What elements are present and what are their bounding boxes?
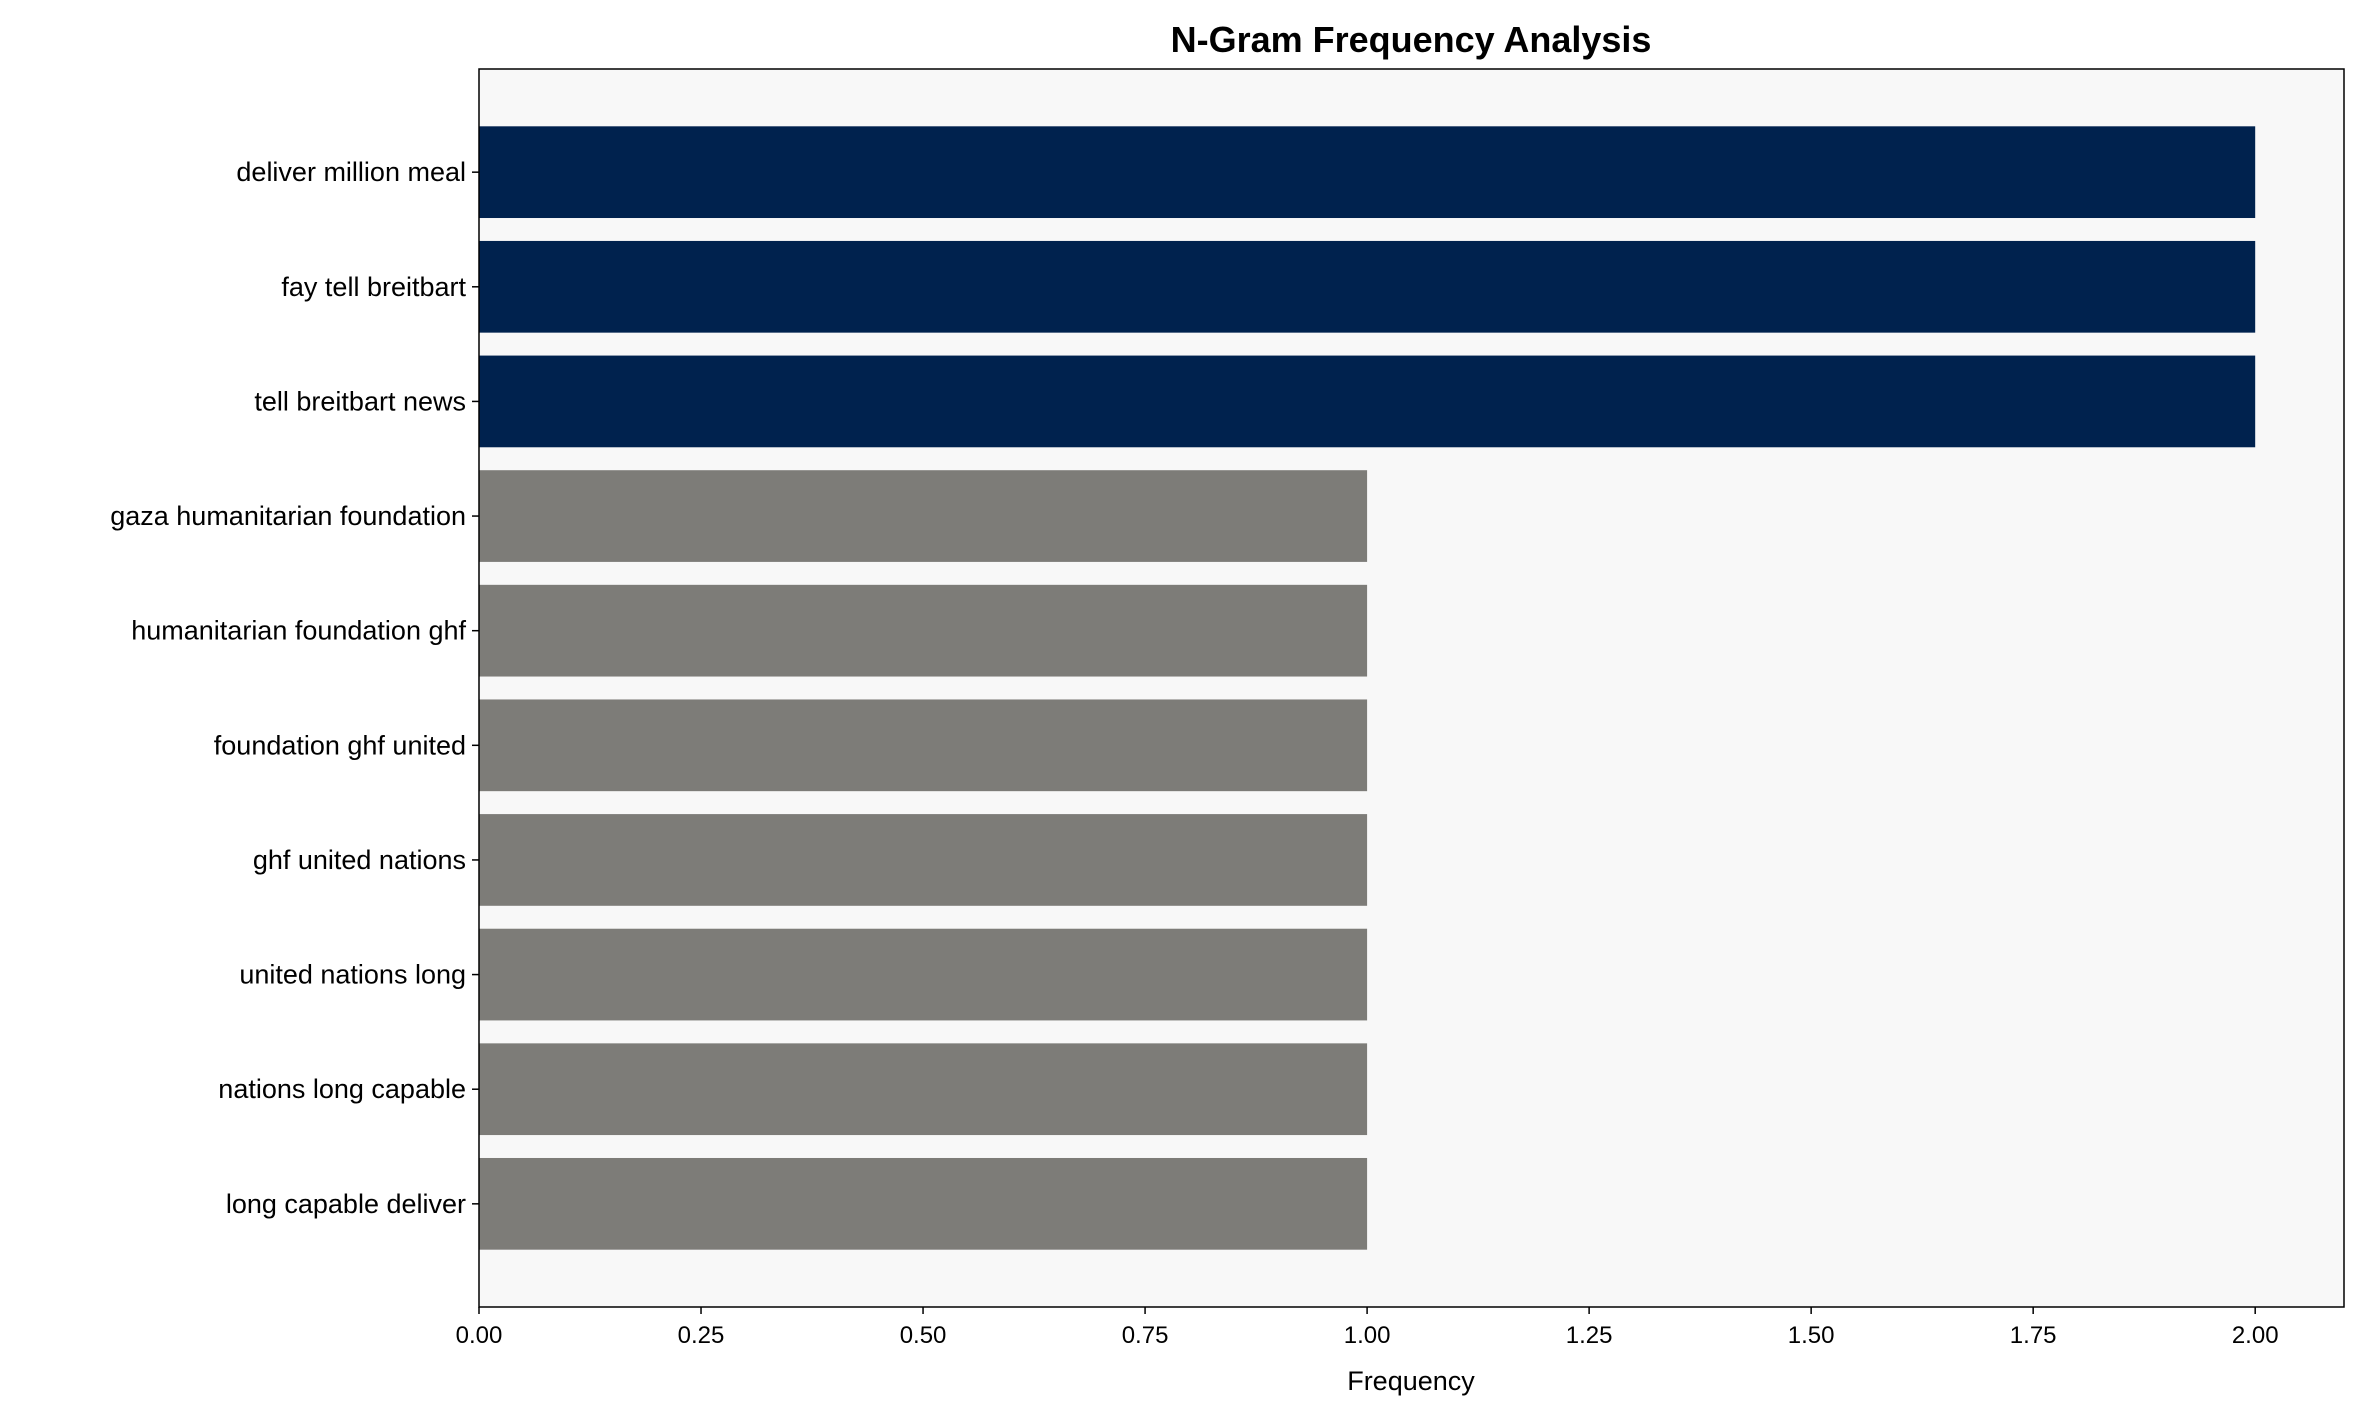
- y-tick-label: ghf united nations: [253, 845, 466, 875]
- y-tick-label: nations long capable: [218, 1074, 466, 1104]
- chart-title: N-Gram Frequency Analysis: [1171, 19, 1652, 60]
- bar: [479, 126, 2256, 219]
- x-tick-label: 1.75: [2010, 1322, 2057, 1349]
- x-tick-label: 0.00: [456, 1322, 503, 1349]
- y-tick-label: fay tell breitbart: [281, 272, 466, 302]
- y-tick-label: deliver million meal: [236, 157, 466, 187]
- x-tick-label: 2.00: [2232, 1322, 2279, 1349]
- bar: [479, 699, 1368, 792]
- x-axis-label: Frequency: [1347, 1366, 1475, 1396]
- plot-frame: [478, 68, 2345, 1308]
- x-tick-label: 1.50: [1788, 1322, 1835, 1349]
- bar: [479, 355, 2256, 448]
- bar: [479, 240, 2256, 333]
- bar: [479, 1043, 1368, 1136]
- x-tick-label: 0.75: [1122, 1322, 1169, 1349]
- bar: [479, 584, 1368, 677]
- y-tick-label: foundation ghf united: [214, 730, 466, 760]
- x-tick-label: 0.25: [678, 1322, 725, 1349]
- x-tick-label: 1.00: [1344, 1322, 1391, 1349]
- y-tick-label: tell breitbart news: [254, 386, 466, 416]
- y-tick-label: united nations long: [239, 960, 466, 990]
- x-tick-label: 0.50: [900, 1322, 947, 1349]
- y-tick-label: long capable deliver: [226, 1189, 466, 1219]
- bar: [479, 470, 1368, 562]
- bar: [479, 814, 1368, 906]
- x-tick-label: 1.25: [1566, 1322, 1613, 1349]
- y-tick-label: humanitarian foundation ghf: [131, 616, 466, 646]
- bar: [479, 1157, 1368, 1250]
- bar: [479, 928, 1368, 1021]
- y-tick-label: gaza humanitarian foundation: [110, 501, 466, 531]
